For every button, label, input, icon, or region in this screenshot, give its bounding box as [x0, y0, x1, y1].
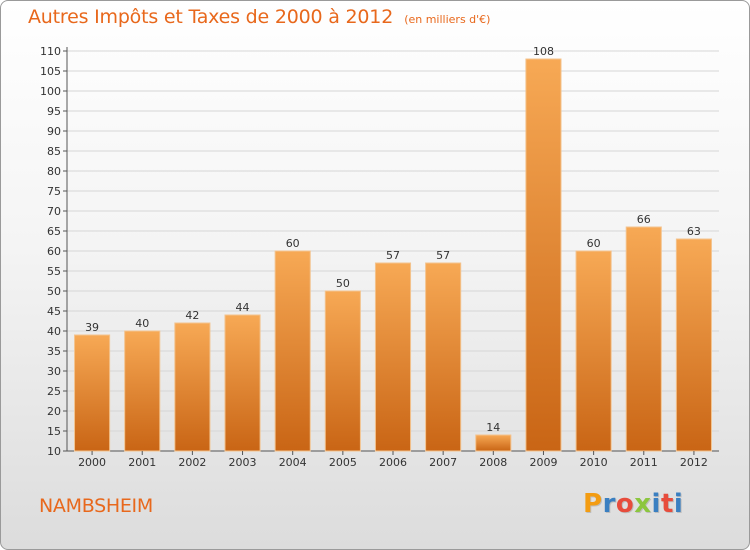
value-labels: 39 40 42 44 60 50 57 57 14 108 60 66 63: [85, 45, 701, 434]
bar-2001: [124, 331, 160, 451]
brand-letter: i: [673, 489, 684, 519]
y-tick-label: 95: [47, 105, 61, 118]
value-label: 108: [533, 45, 554, 58]
brand-letter: t: [660, 489, 674, 519]
bar-2006: [375, 263, 411, 451]
y-tick-label: 70: [47, 205, 61, 218]
value-label: 57: [386, 249, 400, 262]
bar-2009: [525, 59, 562, 451]
value-label: 50: [336, 277, 350, 290]
bar-2003: [224, 315, 261, 451]
proxiti-logo[interactable]: Proxiti: [583, 489, 683, 519]
value-label: 60: [286, 237, 300, 250]
x-tick-label: 2012: [680, 456, 708, 469]
bar-2012: [676, 239, 712, 451]
bar-2002: [174, 323, 210, 451]
y-tick-label: 60: [47, 245, 61, 258]
x-tick-label: 2003: [229, 456, 257, 469]
bar-2010: [576, 251, 612, 451]
x-tick-label: 2011: [630, 456, 658, 469]
x-tick-label: 2007: [429, 456, 457, 469]
x-tick-label: 2004: [279, 456, 307, 469]
x-tick-label: 2009: [529, 456, 557, 469]
brand-letter: x: [634, 489, 652, 519]
value-label: 63: [687, 225, 701, 238]
x-tick-label: 2001: [128, 456, 156, 469]
x-tick-label: 2002: [178, 456, 206, 469]
x-tick-label: 2006: [379, 456, 407, 469]
value-label: 39: [85, 321, 99, 334]
y-tick-label: 100: [40, 85, 61, 98]
y-tick-label: 75: [47, 185, 61, 198]
value-label: 60: [587, 237, 601, 250]
x-tick-label: 2005: [329, 456, 357, 469]
y-tick-label: 45: [47, 305, 61, 318]
y-tick-label: 15: [47, 425, 61, 438]
y-tick-label: 110: [40, 45, 61, 58]
y-tick-labels: 10 15 20 25 30 35 40 45 50 55 60 65 70 75 80 85 90 95 100 1…: [40, 45, 61, 458]
y-tick-label: 50: [47, 285, 61, 298]
brand-letter: i: [651, 489, 661, 519]
x-tick-label: 2000: [78, 456, 106, 469]
chart-subtitle: (en milliers d'€): [404, 13, 491, 26]
value-label: 14: [486, 421, 500, 434]
brand-letter: o: [615, 489, 635, 519]
y-tick-label: 25: [47, 385, 61, 398]
x-tick-label: 2008: [479, 456, 507, 469]
bars: [74, 58, 712, 452]
title-row: Autres Impôts et Taxes de 2000 à 2012 (e…: [28, 6, 490, 28]
chart-title: Autres Impôts et Taxes de 2000 à 2012: [28, 6, 394, 28]
bar-2005: [325, 291, 361, 451]
bar-2000: [74, 335, 110, 451]
y-tick-label: 85: [47, 145, 61, 158]
brand-letter: r: [602, 489, 616, 519]
x-tick-labels: 2000 2001 2002 2003 2004 2005 2006 2007 2008 2009…: [78, 451, 708, 469]
y-tick-label: 30: [47, 365, 61, 378]
value-label: 44: [236, 301, 250, 314]
y-tick-label: 35: [47, 345, 61, 358]
y-tick-label: 105: [40, 65, 61, 78]
y-tick-label: 40: [47, 325, 61, 338]
y-tick-label: 90: [47, 125, 61, 138]
commune-name: NAMBSHEIM: [39, 495, 153, 517]
value-label: 66: [637, 213, 651, 226]
brand-letter: P: [583, 489, 603, 519]
x-tick-label: 2010: [580, 456, 608, 469]
bar-2008: [475, 435, 511, 451]
y-tick-label: 20: [47, 405, 61, 418]
bar-2007: [425, 263, 461, 451]
y-tick-label: 80: [47, 165, 61, 178]
value-label: 57: [436, 249, 450, 262]
value-label: 40: [135, 317, 149, 330]
bar-2004: [275, 251, 311, 451]
value-label: 42: [185, 309, 199, 322]
bar-2011: [626, 227, 662, 451]
y-tick-label: 55: [47, 265, 61, 278]
y-tick-label: 10: [47, 445, 61, 458]
y-tick-label: 65: [47, 225, 61, 238]
